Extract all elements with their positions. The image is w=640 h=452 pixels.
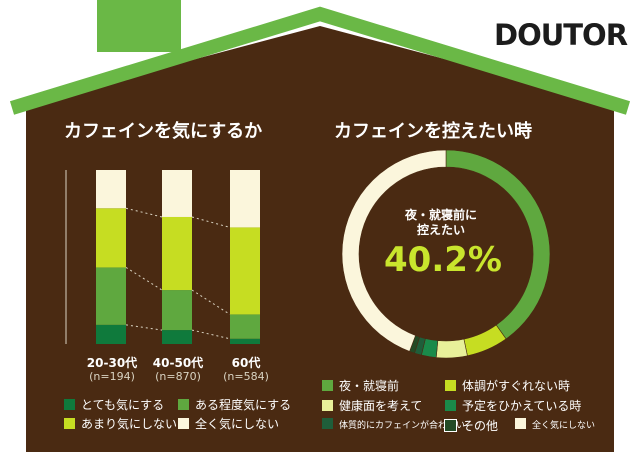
roof [9, 6, 631, 115]
connector-1-1 [125, 324, 163, 331]
right-legend-other: その他 [444, 417, 498, 434]
bar-segment-1-3 [96, 208, 126, 268]
bar-segment-1-4 [96, 170, 126, 209]
left-legend-none: 全く気にしない [178, 415, 279, 432]
right-legend-incompat: 体質的にカフェインが合わない [322, 417, 465, 431]
swatch-some [178, 399, 189, 410]
left-legend-very: とても気にする [64, 396, 164, 413]
bar-segment-2-4 [162, 170, 192, 217]
bar-label-2: 40-50代 [152, 356, 204, 370]
bar-label-1: 20-30代 [86, 356, 138, 370]
bar-segment-3-2 [230, 314, 260, 339]
swatch-very [64, 399, 75, 410]
bar-segment-3-3 [230, 227, 260, 315]
donut-center-label-1: 夜・就寝前に [404, 208, 477, 222]
bar-segment-1-1 [96, 324, 126, 344]
donut-slice-7 [341, 149, 447, 352]
connector-2-1 [191, 329, 231, 340]
right-legend-night: 夜・就寝前 [322, 377, 399, 394]
chimney [97, 0, 181, 52]
bar-n-3: (n=584) [223, 370, 269, 383]
bar-label-3: 60代 [231, 356, 261, 370]
donut-slice-3 [435, 338, 468, 359]
bar-segment-3-1 [230, 338, 260, 344]
donut-center-value: 40.2% [384, 240, 502, 280]
swatch-none [178, 418, 189, 429]
bar-segment-2-2 [162, 290, 192, 331]
bar-n-1: (n=194) [89, 370, 135, 383]
bar-segment-2-3 [162, 216, 192, 291]
donut-center-label-2: 控えたい [416, 223, 465, 237]
connector-1-3 [125, 207, 163, 218]
doutor-logo: DOUTOR [494, 18, 628, 52]
right-legend-health: 健康面を考えて [322, 397, 422, 414]
donut-slice-2 [463, 324, 507, 357]
left-chart-title: カフェインを気にするか [64, 121, 263, 142]
bar-segment-1-2 [96, 267, 126, 325]
bar-n-2: (n=870) [155, 370, 201, 383]
right-legend-unwell: 体調がすぐれない時 [445, 377, 570, 394]
swatch-little [64, 418, 75, 429]
left-legend-some: ある程度気にする [178, 396, 291, 413]
right-chart-title: カフェインを控えたい時 [334, 121, 532, 142]
right-legend-none: 全く気にしない [515, 417, 595, 431]
left-legend-little: あまり気にしない [64, 415, 177, 432]
bar-segment-2-1 [162, 330, 192, 344]
connector-2-3 [191, 216, 231, 228]
right-legend-plans: 予定をひかえている時 [445, 397, 581, 414]
bar-segment-3-4 [230, 170, 260, 228]
connector-1-2 [125, 267, 163, 291]
